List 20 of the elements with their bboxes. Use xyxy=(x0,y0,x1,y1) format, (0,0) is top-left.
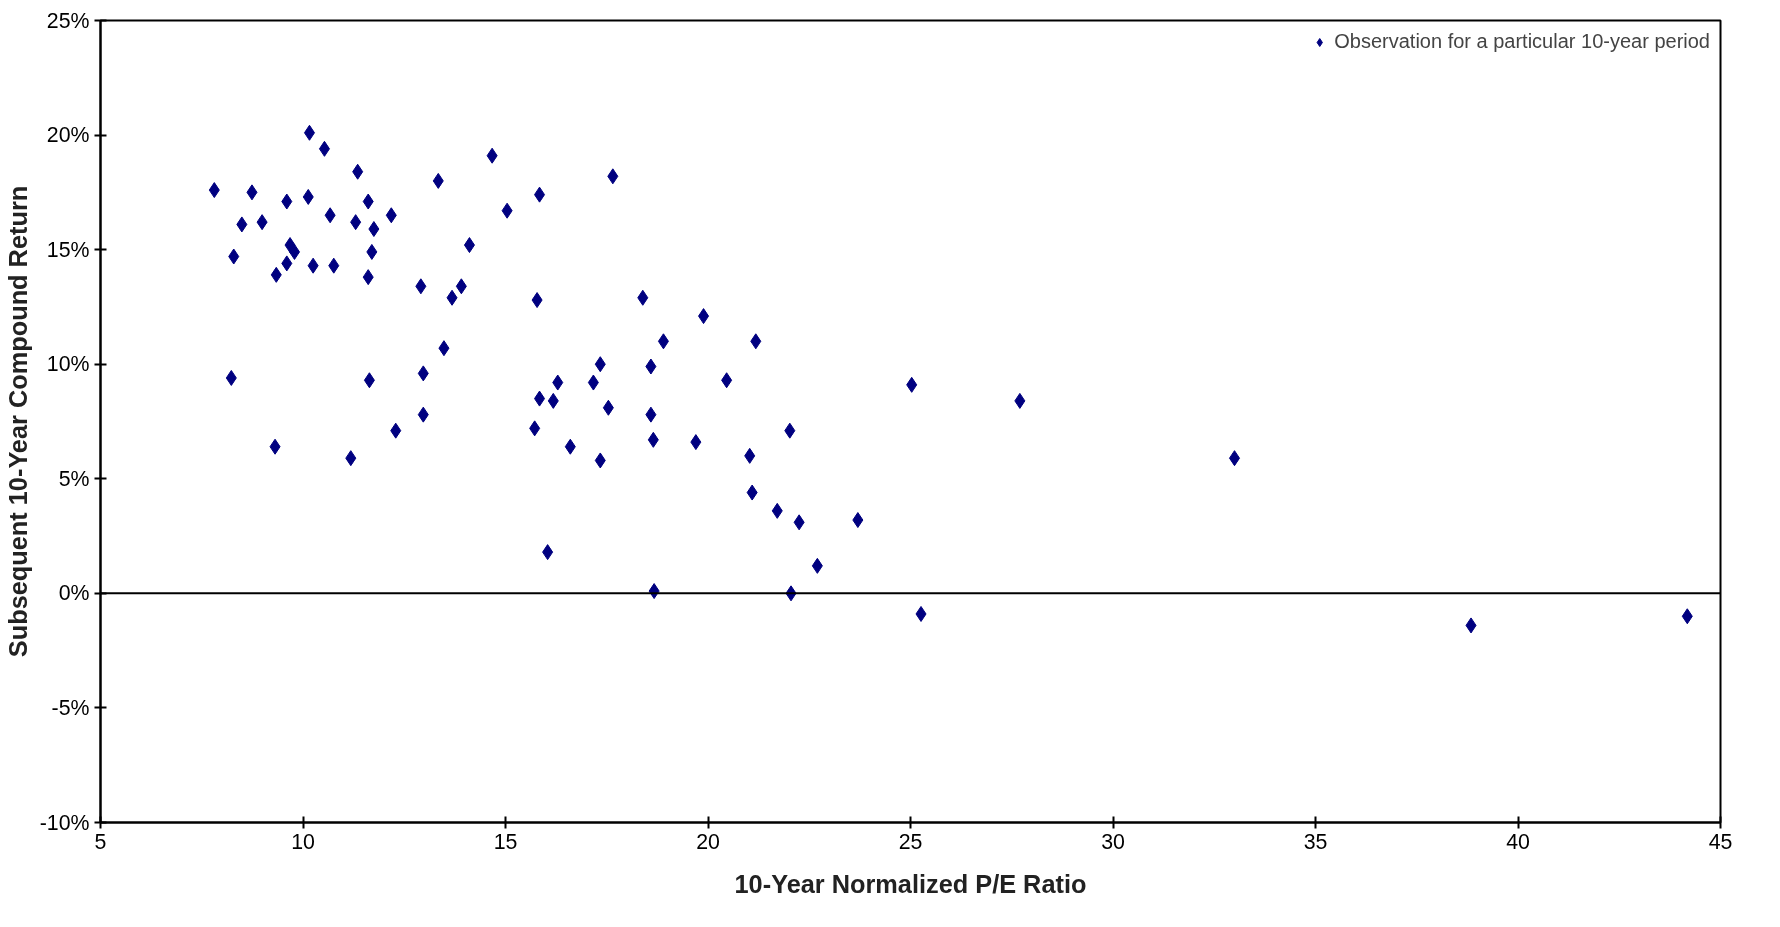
x-tick-label: 40 xyxy=(1506,829,1530,854)
x-tick-label: 25 xyxy=(898,829,923,854)
y-tick-label: 10% xyxy=(46,352,90,377)
x-tick-label: 30 xyxy=(1101,829,1125,854)
y-tick-label: 0% xyxy=(58,581,90,606)
x-tick-label: 10 xyxy=(291,829,315,854)
legend-label: Observation for a particular 10-year period xyxy=(1334,30,1710,53)
x-axis-title: 10-Year Normalized P/E Ratio xyxy=(734,869,1087,898)
y-tick-label: -5% xyxy=(51,695,90,720)
y-axis-title: Subsequent 10-Year Compound Return xyxy=(3,185,32,658)
x-tick-label: 5 xyxy=(94,829,107,854)
x-tick-label: 45 xyxy=(1708,829,1733,854)
x-tick-label: 15 xyxy=(493,829,518,854)
y-tick-label: -10% xyxy=(39,810,90,835)
x-tick-label: 35 xyxy=(1303,829,1328,854)
x-tick-label: 20 xyxy=(696,829,720,854)
y-tick-label: 5% xyxy=(58,466,90,491)
y-tick-label: 25% xyxy=(46,8,90,33)
y-tick-label: 20% xyxy=(46,123,90,148)
y-tick-label: 15% xyxy=(46,237,90,262)
